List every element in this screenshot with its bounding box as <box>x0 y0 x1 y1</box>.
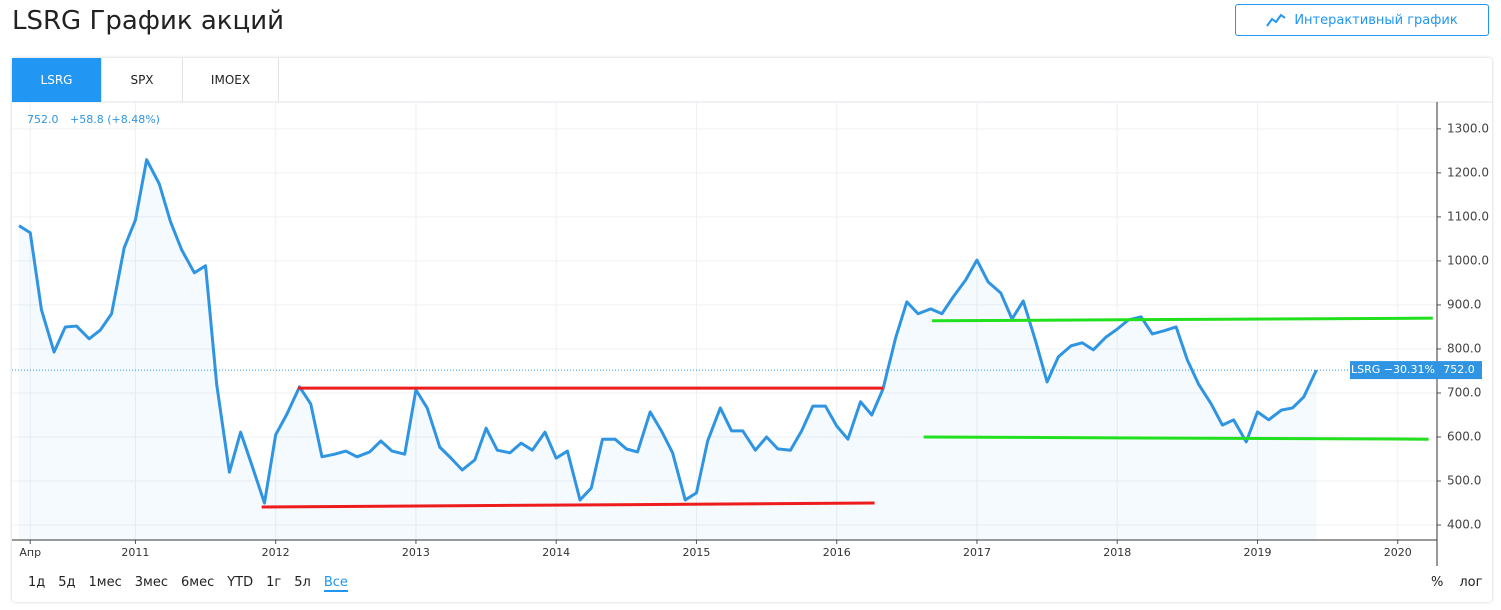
x-tick-label: 2012 <box>262 546 290 559</box>
y-tick-label: 1300.0 <box>1447 121 1489 135</box>
trendline <box>261 501 875 509</box>
y-tick-label: 900.0 <box>1447 297 1481 311</box>
range-button[interactable]: 1г <box>266 575 282 590</box>
button-label: Интерактивный график <box>1294 12 1458 28</box>
range-button[interactable]: 3мес <box>134 575 168 590</box>
page-title: LSRG График акций <box>12 6 284 36</box>
price-tag-value: 752.0 <box>1443 363 1475 376</box>
y-tick-label: 400.0 <box>1447 518 1481 532</box>
price-tag <box>1350 361 1437 380</box>
y-tick-label: 600.0 <box>1447 429 1481 443</box>
range-button[interactable]: 6мес <box>181 575 215 590</box>
x-tick-label: 2018 <box>1103 546 1131 559</box>
chart-icon <box>1266 13 1286 27</box>
scale-buttons: % лог <box>1431 575 1482 590</box>
y-tick-label: 1100.0 <box>1447 209 1489 223</box>
y-tick-label: 1200.0 <box>1447 165 1489 179</box>
x-tick-label: 2019 <box>1243 546 1271 559</box>
y-tick-label: 500.0 <box>1447 474 1481 488</box>
range-button[interactable]: 5л <box>294 575 311 590</box>
y-tick-label: 800.0 <box>1447 341 1481 355</box>
y-tick-label: 1000.0 <box>1447 253 1489 267</box>
price-change: +58.8 (+8.48%) <box>70 113 160 126</box>
scale-button[interactable]: лог <box>1459 575 1483 590</box>
x-tick-label: 2011 <box>121 546 149 559</box>
x-tick-label: 2013 <box>402 546 430 559</box>
x-tick-label: 2014 <box>542 546 570 559</box>
y-tick-label: 700.0 <box>1447 385 1481 399</box>
x-tick-label: 2016 <box>823 546 851 559</box>
tab[interactable]: LSRG <box>12 58 102 102</box>
interactive-chart-button[interactable]: Интерактивный график <box>1235 4 1489 36</box>
range-button[interactable]: 1мес <box>88 575 122 590</box>
price-tag-name: LSRG −30.31% <box>1351 363 1435 376</box>
scale-button[interactable]: % <box>1431 575 1444 590</box>
x-tick-label: 2020 <box>1384 546 1412 559</box>
trendline <box>923 435 1429 441</box>
x-tick-label: Апр <box>19 546 41 559</box>
trendline <box>932 316 1433 323</box>
last-price: 752.0 <box>27 113 59 126</box>
range-button[interactable]: 1д <box>28 575 46 590</box>
price-tag-value-box <box>1437 361 1482 380</box>
range-button[interactable]: 5д <box>58 575 76 590</box>
x-tick-label: 2017 <box>963 546 991 559</box>
area <box>19 159 1317 541</box>
card <box>12 58 1492 602</box>
range-button[interactable]: YTD <box>227 575 254 590</box>
range-buttons: 1д 5д 1мес 3мес 6мес YTD 1г 5л Все <box>28 575 348 592</box>
tab[interactable]: SPX <box>102 58 183 102</box>
tabs: LSRG SPX IMOEX <box>12 58 279 102</box>
price-line <box>18 158 1318 505</box>
range-button[interactable]: Все <box>323 575 348 592</box>
x-tick-label: 2015 <box>682 546 710 559</box>
tab[interactable]: IMOEX <box>183 58 279 102</box>
